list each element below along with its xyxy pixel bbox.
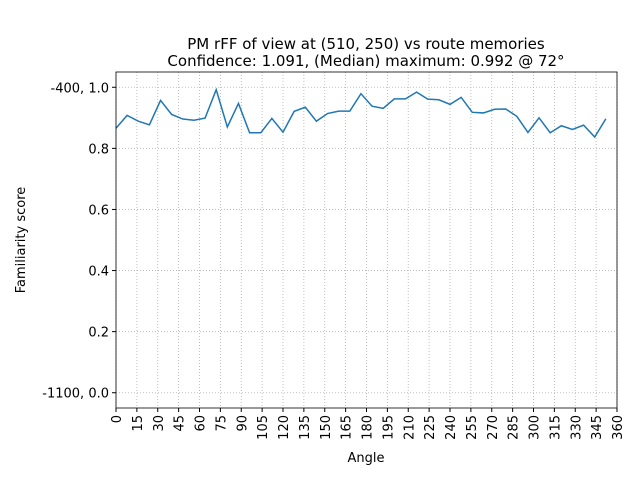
line-series xyxy=(115,87,607,139)
y-tick-label: -1100, 0.0 xyxy=(42,387,109,402)
chart-subtitle: Confidence: 1.091, (Median) maximum: 0.9… xyxy=(167,52,564,70)
x-tick-label: 60 xyxy=(194,415,209,432)
x-tick-label: 75 xyxy=(214,415,229,432)
y-tick-label: -400, 1.0 xyxy=(51,81,109,96)
x-tick-label: 15 xyxy=(131,415,146,432)
x-tick-label: 195 xyxy=(381,415,396,440)
y-tick-label: 0.2 xyxy=(88,326,109,341)
x-tick-label: 255 xyxy=(465,415,480,440)
x-axis-label: Angle xyxy=(348,451,385,466)
x-tick-label: 345 xyxy=(590,415,605,440)
x-tick-label: 150 xyxy=(319,415,334,440)
x-tick-label: 0 xyxy=(110,415,125,423)
y-tick-label: 0.8 xyxy=(88,142,109,157)
chart-title: PM rFF of view at (510, 250) vs route me… xyxy=(187,35,545,53)
x-tick-label: 315 xyxy=(548,415,563,440)
x-tick-label: 360 xyxy=(611,415,626,440)
y-axis-label: Familiarity score xyxy=(14,187,29,294)
x-tick-label: 225 xyxy=(423,415,438,440)
x-tick-label: 270 xyxy=(486,415,501,440)
plot-frame xyxy=(115,71,618,409)
x-tick-label: 180 xyxy=(361,415,376,440)
x-tick-label: 300 xyxy=(528,415,543,440)
x-tick-label: 240 xyxy=(444,415,459,440)
x-tick-label: 135 xyxy=(298,415,313,440)
x-tick-label: 210 xyxy=(402,415,417,440)
x-tick-label: 30 xyxy=(152,415,167,432)
x-tick-label: 120 xyxy=(277,415,292,440)
x-tick-label: 105 xyxy=(256,415,271,440)
x-tick-label: 165 xyxy=(340,415,355,440)
x-tick-label: 45 xyxy=(173,415,188,432)
y-tick-label: 0.4 xyxy=(88,265,109,280)
x-tick-label: 285 xyxy=(507,415,522,440)
y-tick-label: 0.6 xyxy=(88,203,109,218)
x-tick-label: 330 xyxy=(569,415,584,440)
x-tick-label: 90 xyxy=(235,415,250,432)
